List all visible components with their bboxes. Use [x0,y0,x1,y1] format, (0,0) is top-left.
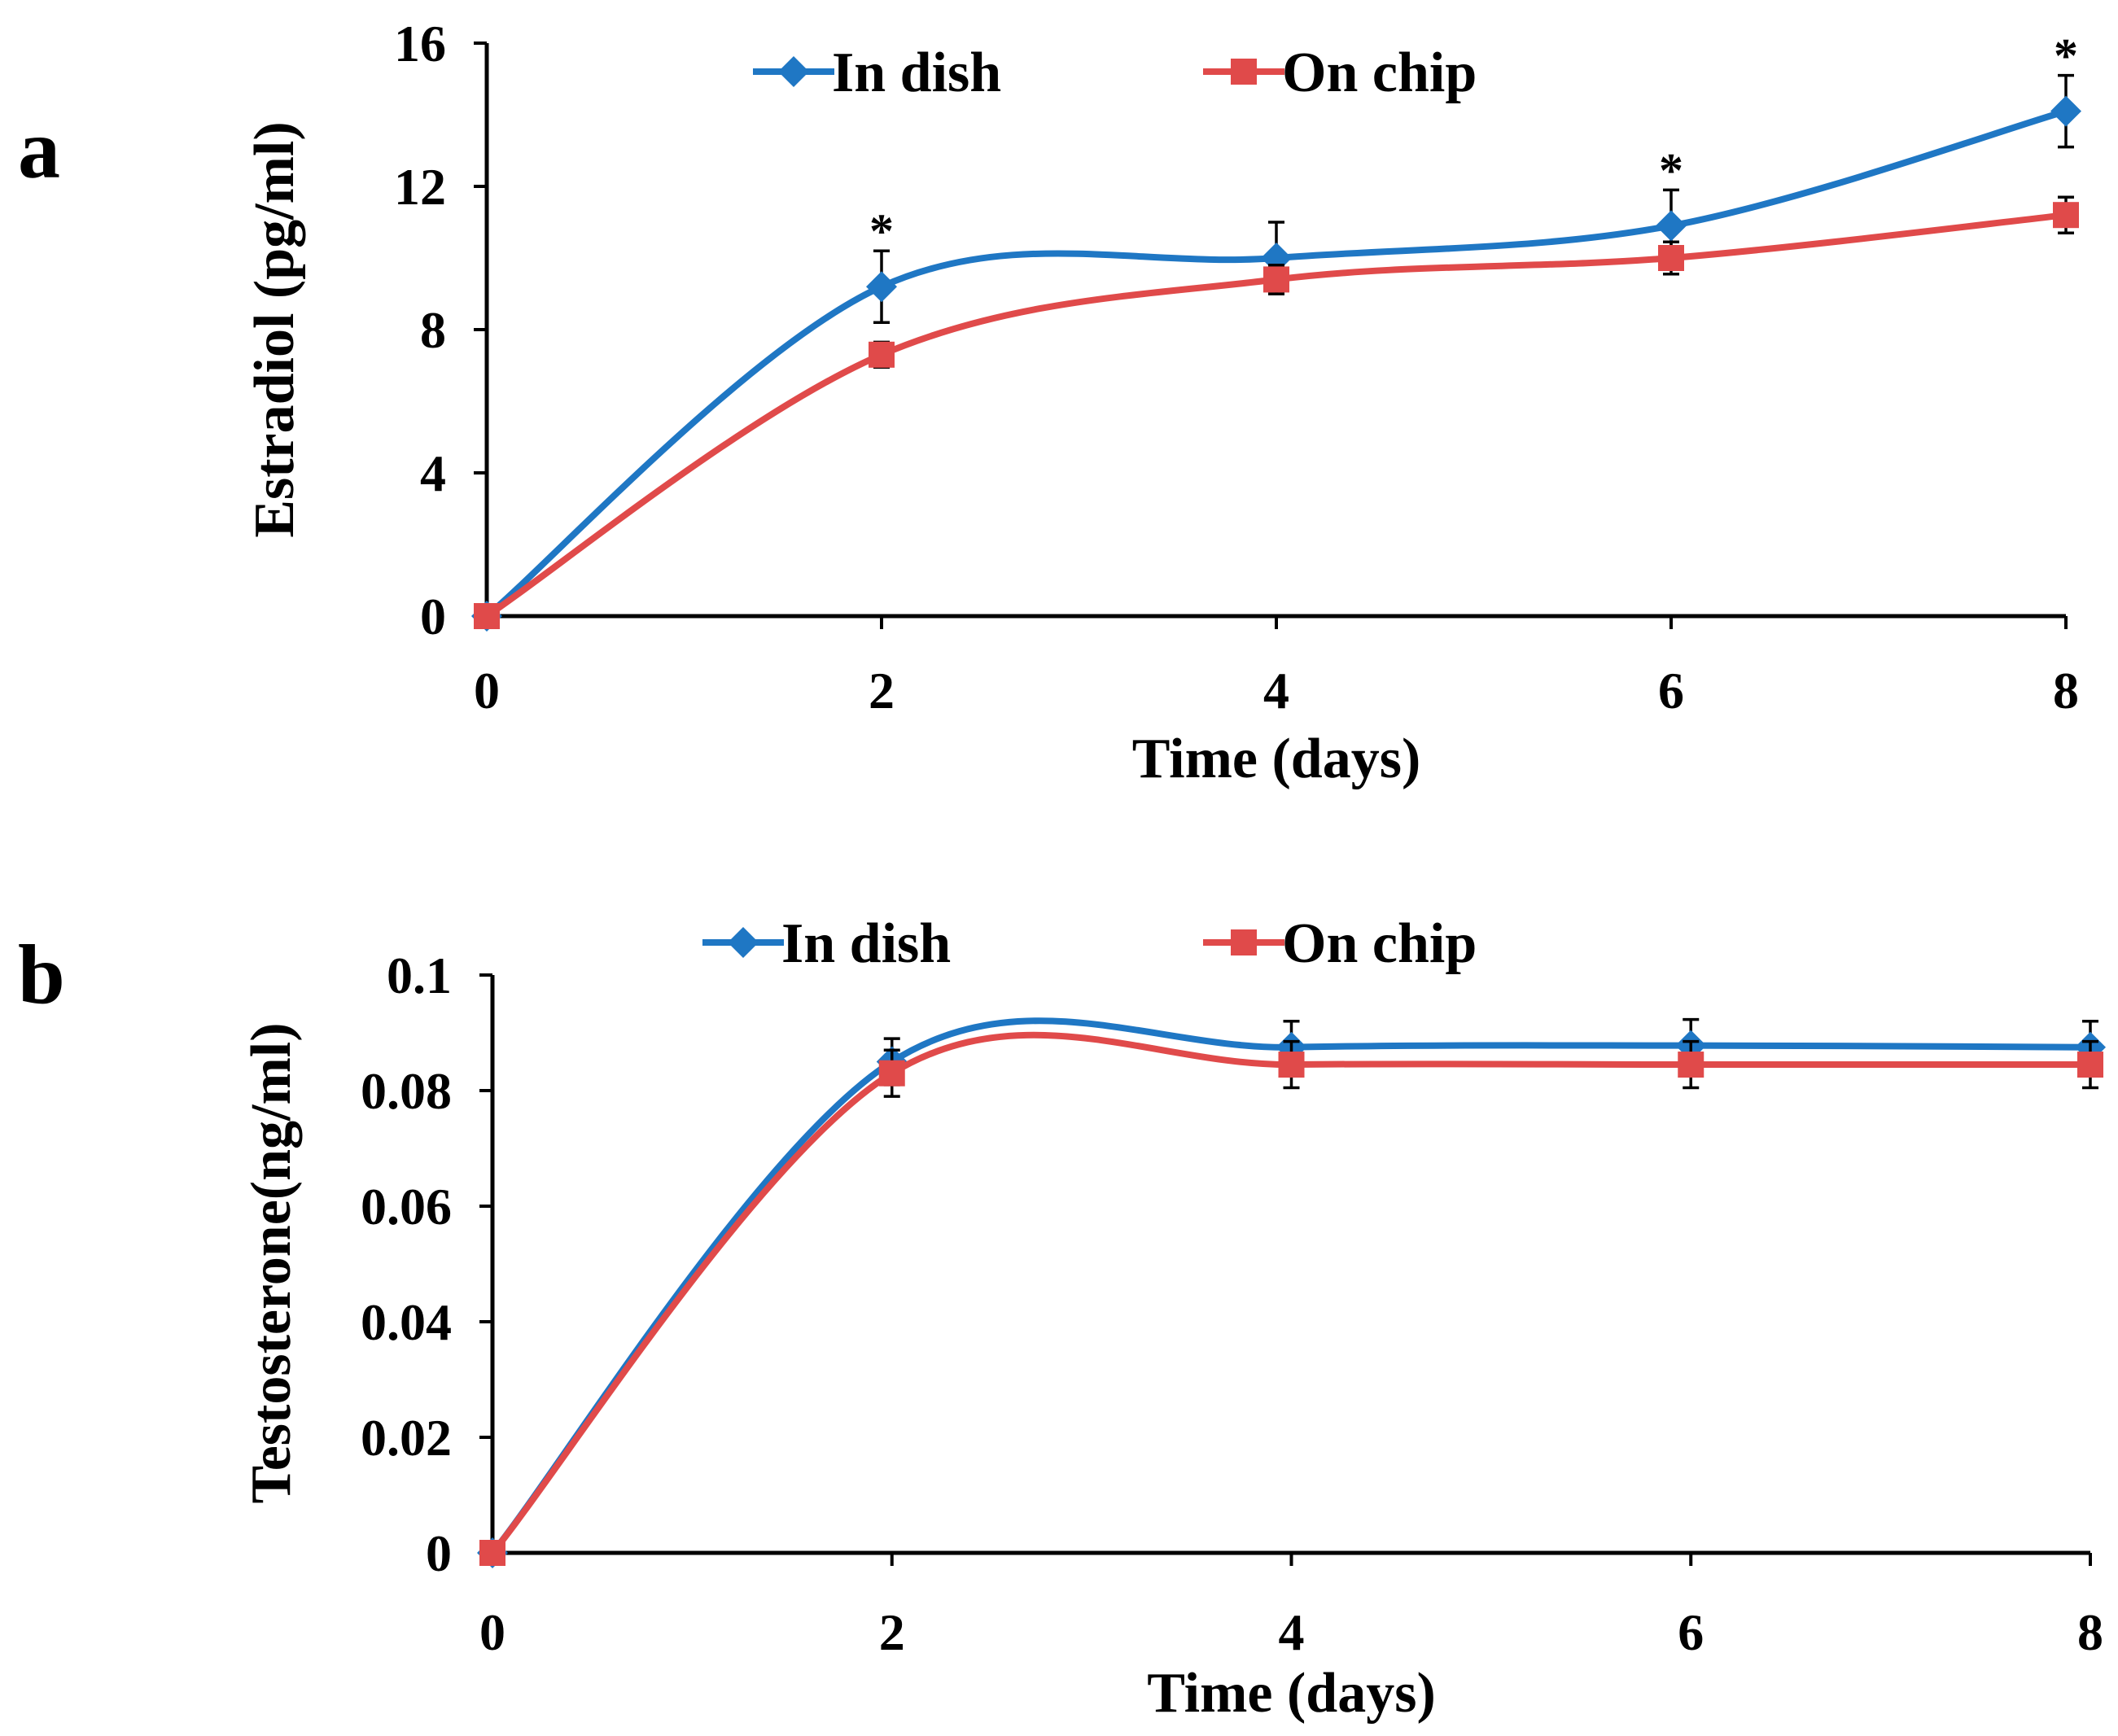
data-point [1263,266,1289,293]
data-point [474,603,500,629]
panel-label: a [18,103,60,196]
data-point [2053,202,2079,229]
data-point [869,341,895,368]
x-axis-title: Time (days) [1132,728,1421,790]
data-point [1656,210,1687,242]
y-axis-title: Estradiol (pg/ml) [243,121,306,537]
chart-panel-b: b 0 0.02 0.04 0.06 0.08 0.1 0 2 4 6 8 Time (days) Tes… [18,912,2106,1725]
y-tick-label: 0.08 [361,1062,452,1120]
significance-asterisk: * [2054,29,2078,83]
y-tick-label: 0 [420,588,446,645]
series-in-dish [477,1017,2106,1568]
y-tick-label: 12 [394,158,446,216]
x-tick-label: 2 [879,1603,905,1661]
data-point [1658,245,1684,271]
series-line [489,1017,2094,1556]
series-line [484,107,2069,619]
x-tick-label: 4 [1263,662,1289,719]
legend-marker [1231,929,1257,955]
panel-label: b [18,928,65,1021]
y-tick-label: 0.04 [361,1293,452,1351]
y-tick-label: 0.1 [387,947,452,1004]
x-axis-title: Time (days) [1147,1662,1436,1725]
y-tick-label: 0.02 [361,1409,452,1467]
y-axis-title: Testosterone(ng/ml) [240,1022,303,1503]
legend-marker [728,927,759,958]
x-tick-label: 0 [474,662,500,719]
legend-marker [1231,59,1257,85]
y-tick-label: 4 [420,444,446,502]
significance-asterisk: * [869,204,894,258]
y-tick-label: 0.06 [361,1178,452,1235]
x-tick-label: 8 [2053,662,2079,719]
significance-asterisk: * [1659,143,1683,197]
series-on-chip [479,1031,2103,1566]
x-tick-label: 0 [479,1603,505,1661]
x-tick-label: 2 [869,662,895,719]
chart-panel-a: a 0 4 8 12 16 0 2 4 6 8 Time (days) Estradiol (pg/ml… [18,15,2081,790]
legend-label: In dish [781,912,951,975]
data-point [866,271,897,303]
x-tick-label: 6 [1658,662,1684,719]
y-tick-label: 0 [426,1524,452,1582]
data-point [1278,1052,1305,1078]
legend-label: On chip [1282,912,1477,975]
data-point [2050,95,2081,127]
x-tick-label: 4 [1279,1603,1305,1661]
legend-label: In dish [832,42,1001,104]
legend-marker [778,56,809,87]
series-line [489,1031,2094,1556]
legend-label: On chip [1282,42,1477,104]
data-point [2077,1052,2103,1078]
data-point [1678,1052,1704,1078]
data-point [878,1060,905,1087]
series-on-chip [474,195,2079,629]
x-tick-label: 8 [2077,1603,2103,1661]
series-in-dish [471,73,2081,632]
y-tick-label: 8 [420,301,446,359]
x-tick-label: 6 [1678,1603,1704,1661]
data-point [479,1540,505,1566]
y-tick-label: 16 [394,15,446,72]
